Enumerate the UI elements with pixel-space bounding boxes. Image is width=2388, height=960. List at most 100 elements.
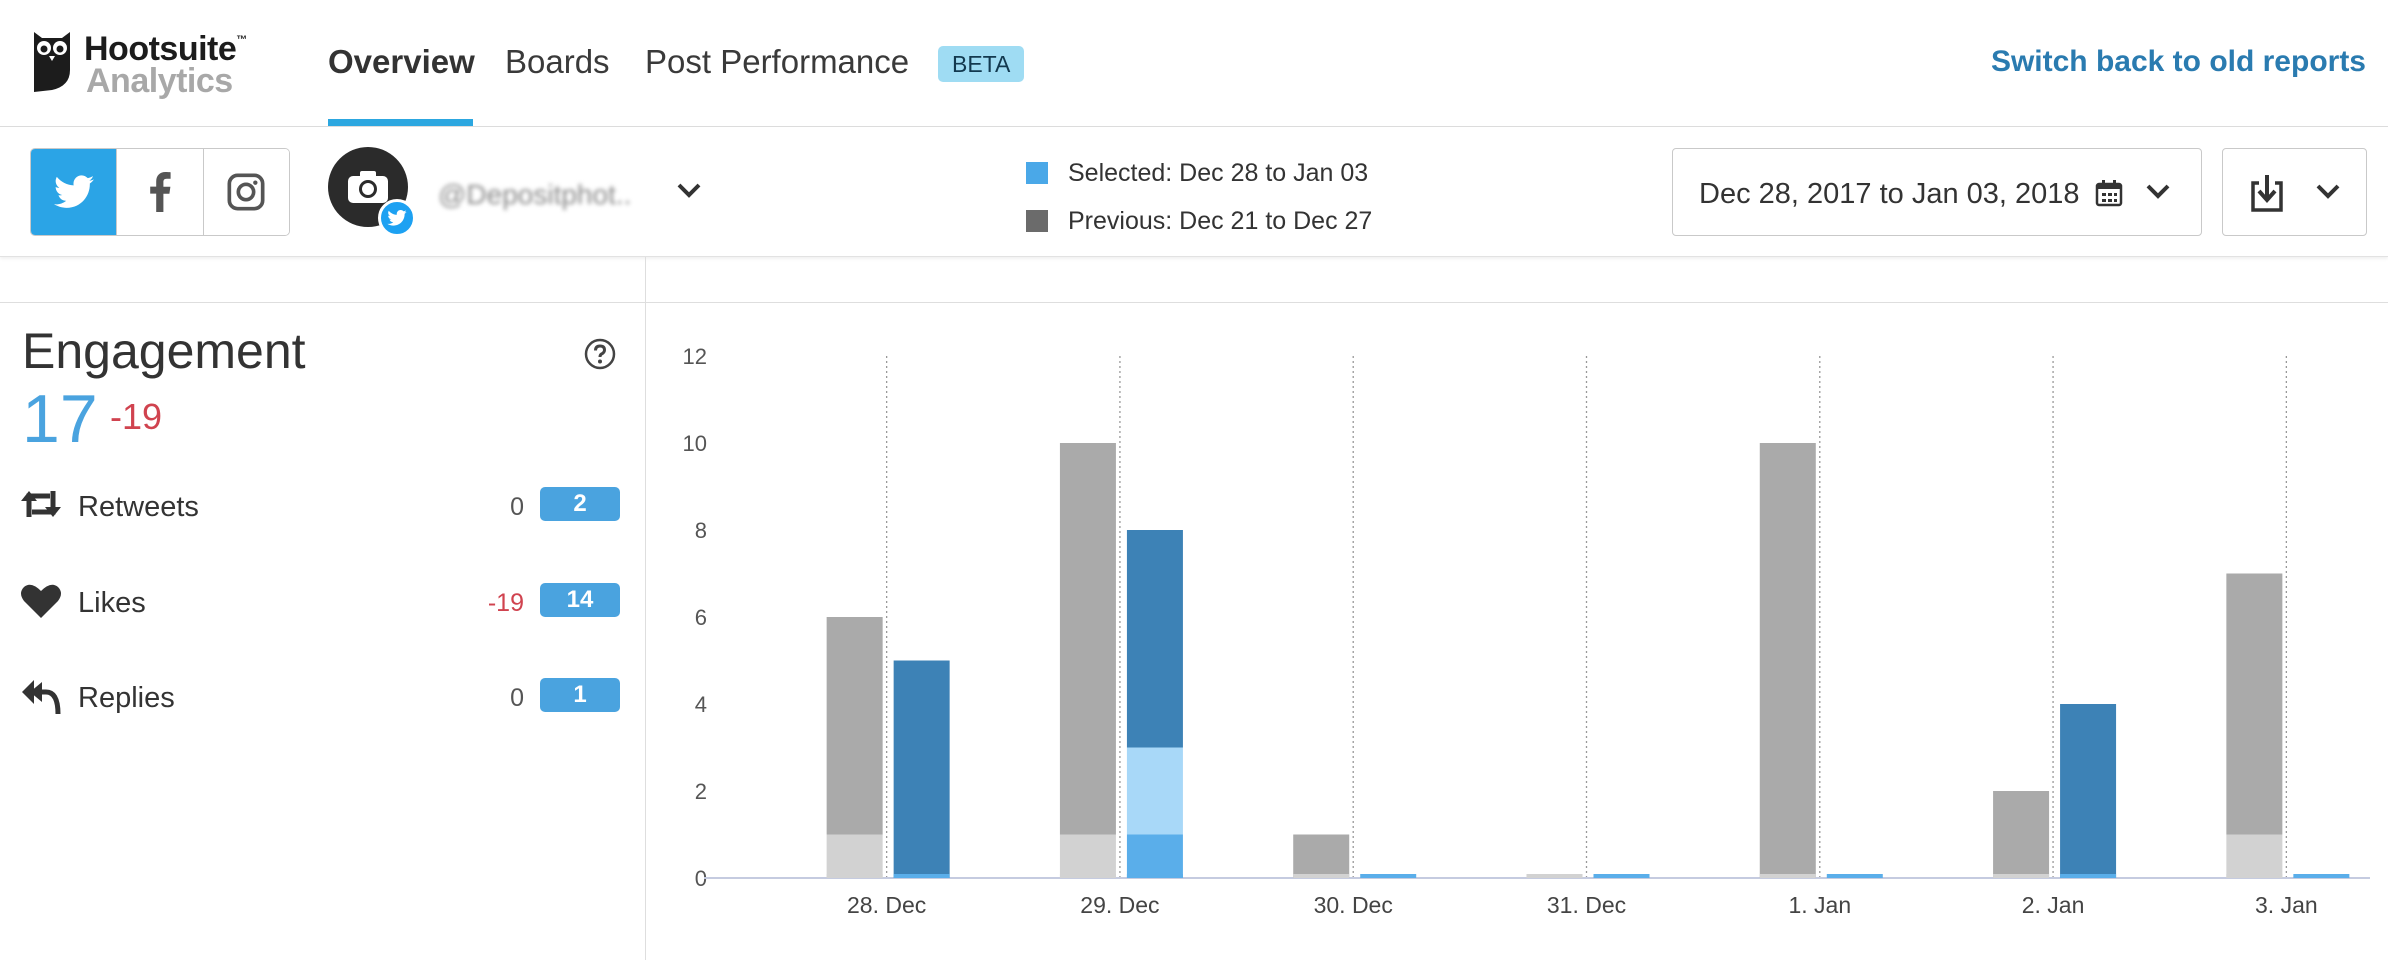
- engagement-total: 17: [22, 381, 98, 457]
- account-avatar[interactable]: [328, 147, 408, 227]
- switch-back-link[interactable]: Switch back to old reports: [1990, 45, 2366, 78]
- metric-delta: 0: [510, 684, 524, 712]
- legend-previous: Previous: Dec 21 to Dec 27: [1026, 197, 1372, 245]
- account-chevron-down-icon[interactable]: [676, 181, 702, 204]
- x-tick-label: 30. Dec: [1314, 892, 1393, 918]
- camera-icon: [348, 171, 388, 203]
- bar-previous: [1759, 443, 1816, 878]
- metric-value-badge: 14: [540, 583, 620, 617]
- report-toolbar: @Depositphot.. Selected: Dec 28 to Jan 0…: [0, 127, 2388, 257]
- y-tick-label: 8: [695, 518, 707, 543]
- twitter-badge-icon: [378, 199, 416, 237]
- bar-selected-baseline: [1126, 874, 1183, 878]
- y-tick-label: 6: [695, 605, 707, 630]
- bar-selected-baseline: [1593, 874, 1650, 878]
- calendar-icon: [2095, 180, 2123, 207]
- bar-previous: [826, 834, 883, 878]
- metric-label: Retweets: [78, 491, 199, 523]
- bar-selected-baseline: [1360, 874, 1417, 878]
- bar-selected: [1126, 834, 1183, 878]
- bar-previous: [2226, 834, 2283, 878]
- beta-badge: BETA: [938, 46, 1025, 82]
- help-icon[interactable]: [584, 338, 616, 375]
- bar-previous-baseline: [826, 874, 883, 878]
- legend-selected-swatch: [1026, 162, 1048, 184]
- bar-previous: [1293, 834, 1350, 878]
- instagram-icon: [227, 173, 265, 211]
- x-tick-label: 31. Dec: [1547, 892, 1626, 918]
- engagement-chart: 0 2 4 6 8 10 12 28. Dec 29. Dec 30. Dec 31. Dec 1. …: [645, 303, 2388, 960]
- metric-replies: Replies 0 1: [20, 678, 620, 718]
- y-tick-label: 12: [683, 344, 707, 369]
- top-navigation: Hootsuite™ Analytics Overview Boards Pos…: [0, 0, 2388, 127]
- x-tick-label: 28. Dec: [847, 892, 926, 918]
- tab-post-performance[interactable]: Post Performance: [645, 43, 910, 80]
- y-tick-label: 0: [695, 866, 707, 891]
- section-divider: [0, 302, 2388, 303]
- y-tick-label: 4: [695, 692, 707, 717]
- brand-product: Analytics: [86, 62, 233, 100]
- bar-selected-baseline: [2060, 874, 2117, 878]
- retweet-icon: [21, 491, 61, 517]
- bar-previous-baseline: [2226, 874, 2283, 878]
- tab-overview[interactable]: Overview: [328, 43, 475, 80]
- date-range-picker[interactable]: Dec 28, 2017 to Jan 03, 2018: [1672, 148, 2202, 236]
- legend-previous-label: Previous: Dec 21 to Dec 27: [1068, 206, 1373, 235]
- export-button[interactable]: [2222, 148, 2367, 236]
- hootsuite-logo[interactable]: Hootsuite™ Analytics: [30, 30, 270, 100]
- metric-label: Replies: [78, 682, 175, 714]
- metric-delta: 0: [510, 493, 524, 521]
- active-tab-indicator: [328, 119, 473, 126]
- export-chevron-down-icon: [2316, 184, 2340, 199]
- metric-value-badge: 1: [540, 678, 620, 712]
- y-tick-label: 10: [683, 431, 707, 456]
- brand-name: Hootsuite™: [84, 30, 247, 68]
- engagement-delta: -19: [110, 396, 163, 437]
- bar-selected: [893, 660, 950, 878]
- metric-retweets: Retweets 0 2: [20, 487, 620, 527]
- metric-delta: -19: [487, 589, 524, 617]
- bar-selected: [1126, 747, 1183, 835]
- engagement-title: Engagement: [22, 323, 306, 379]
- reply-icon: [22, 680, 61, 715]
- y-tick-label: 2: [695, 779, 707, 804]
- x-tick-label: 1. Jan: [1788, 892, 1851, 918]
- network-button-facebook[interactable]: [117, 149, 204, 235]
- metric-likes: Likes -19 14: [20, 583, 620, 623]
- bar-previous: [1993, 791, 2050, 878]
- date-range-text: Dec 28, 2017 to Jan 03, 2018: [1699, 178, 2080, 210]
- legend-selected: Selected: Dec 28 to Jan 03: [1026, 149, 1372, 197]
- x-tick-label: 2. Jan: [2022, 892, 2085, 918]
- bar-selected: [1126, 530, 1183, 748]
- bar-previous-baseline: [1526, 874, 1583, 878]
- download-icon: [2251, 175, 2283, 212]
- legend-previous-swatch: [1026, 210, 1048, 232]
- facebook-icon: [150, 172, 171, 212]
- bar-previous: [826, 617, 883, 835]
- heart-icon: [21, 584, 61, 618]
- network-selector: [30, 148, 290, 236]
- bar-previous-baseline: [1293, 874, 1350, 878]
- legend-selected-label: Selected: Dec 28 to Jan 03: [1068, 158, 1369, 187]
- panel-divider: [645, 257, 646, 960]
- bar-selected-baseline: [1826, 874, 1883, 878]
- bar-previous-baseline: [1059, 874, 1116, 878]
- x-tick-label: 29. Dec: [1080, 892, 1159, 918]
- bar-previous-baseline: [1993, 874, 2050, 878]
- x-tick-label: 3. Jan: [2255, 892, 2318, 918]
- bar-previous-baseline: [1759, 874, 1816, 878]
- bar-previous: [1059, 834, 1116, 878]
- metric-label: Likes: [78, 587, 146, 619]
- date-chevron-down-icon: [2146, 184, 2170, 199]
- network-button-twitter[interactable]: [31, 149, 118, 235]
- bar-selected: [2060, 704, 2117, 878]
- bar-previous: [1059, 443, 1116, 835]
- comparison-legend: Selected: Dec 28 to Jan 03 Previous: Dec…: [1026, 149, 1372, 245]
- account-name[interactable]: @Depositphot..: [438, 179, 632, 210]
- metric-value-badge: 2: [540, 487, 620, 521]
- bar-selected-baseline: [2293, 874, 2350, 878]
- tab-boards[interactable]: Boards: [505, 43, 610, 80]
- twitter-icon: [53, 175, 94, 208]
- network-button-instagram[interactable]: [203, 149, 289, 235]
- owl-icon: [34, 32, 70, 92]
